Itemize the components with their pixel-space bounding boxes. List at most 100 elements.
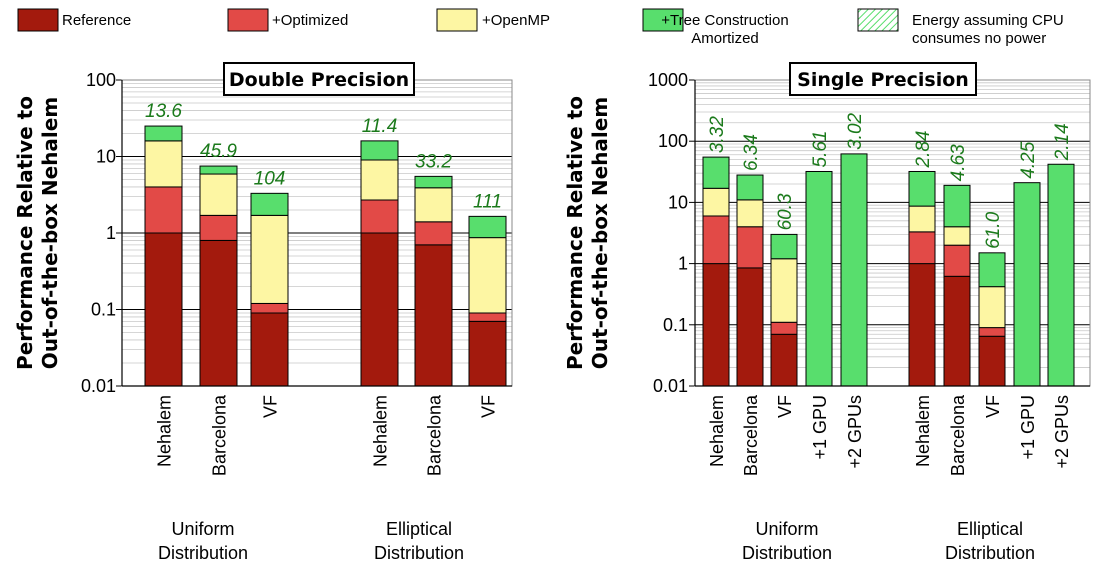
energy-annotation: 104 <box>254 168 286 189</box>
segment-reference <box>978 335 1006 387</box>
segment-reference <box>736 267 764 387</box>
bar--2-gpus: 3.02 +2 GPUs <box>840 112 868 469</box>
segment-tree-construction <box>805 170 833 387</box>
legend-swatch-0 <box>17 8 59 32</box>
segment-reference <box>144 232 183 387</box>
segment-tree-construction <box>978 252 1006 288</box>
category-label: +1 GPU <box>810 395 830 460</box>
segment-optimized <box>468 312 507 322</box>
category-label: Nehalem <box>155 395 175 467</box>
energy-annotation: 2.84 <box>913 131 934 169</box>
category-label: Barcelona <box>741 394 761 476</box>
legend-label-1: +Optimized <box>272 12 348 29</box>
chart-title: Double Precision <box>229 69 409 91</box>
segment-tree-construction <box>736 174 764 201</box>
segment-reference <box>414 244 453 387</box>
segment-openmp <box>702 187 730 217</box>
y-axis-label: Performance Relative toOut-of-the-box Ne… <box>563 96 612 370</box>
category-label: Nehalem <box>913 395 933 467</box>
category-label: +2 GPUs <box>1052 395 1072 469</box>
y-tick-label: 100 <box>658 131 688 151</box>
category-label: VF <box>983 395 1003 418</box>
segment-reference <box>360 232 399 387</box>
panel-single-precision: 0.01 0.1 1 10 100 1000 3.32 Nehalem 6.34 Barcelon… <box>563 62 1091 476</box>
legend-swatch-4 <box>857 8 899 32</box>
y-tick-label: 0.01 <box>653 376 688 396</box>
legend-label-2: +OpenMP <box>482 12 550 29</box>
energy-annotation: 61.0 <box>983 211 1004 248</box>
panel-double-precision: 0.01 0.1 1 10 100 13.6 Nehalem 45.9 Barcelona 104… <box>13 62 513 476</box>
energy-annotation: 13.6 <box>145 101 182 122</box>
group-label: Uniform Distribution <box>158 519 248 563</box>
y-tick-label: 10 <box>96 147 116 167</box>
bar-vf: 61.0 VF <box>978 211 1006 418</box>
energy-annotation: 4.63 <box>948 144 969 181</box>
segment-openmp <box>360 159 399 201</box>
bar-nehalem: 13.6 Nehalem <box>144 101 183 467</box>
bar-barcelona: 33.2 Barcelona <box>414 151 453 476</box>
category-label: +1 GPU <box>1018 395 1038 460</box>
bar-vf: 111 VF <box>468 191 507 418</box>
bar-barcelona: 45.9 Barcelona <box>199 141 238 476</box>
segment-tree-construction <box>468 215 507 239</box>
segment-optimized <box>199 214 238 241</box>
segment-tree-construction <box>360 140 399 161</box>
energy-annotation: 3.32 <box>707 116 728 153</box>
segment-optimized <box>702 215 730 265</box>
category-label: Barcelona <box>425 394 445 476</box>
energy-annotation: 111 <box>473 191 502 212</box>
segment-openmp <box>736 199 764 228</box>
legend-swatch-3 <box>642 8 684 32</box>
energy-annotation: 45.9 <box>200 141 237 162</box>
energy-annotation: 2.14 <box>1052 123 1073 161</box>
bar--1-gpu: 5.61 +1 GPU <box>805 131 833 460</box>
chart-title-box <box>223 62 415 96</box>
y-tick-label: 10 <box>668 192 688 212</box>
energy-annotation: 33.2 <box>415 151 452 172</box>
segment-openmp <box>199 173 238 216</box>
y-tick-label: 1 <box>678 254 688 274</box>
segment-openmp <box>908 205 936 233</box>
segment-optimized <box>360 199 399 234</box>
segment-reference <box>908 263 936 387</box>
chart-title: Single Precision <box>797 69 969 91</box>
bar-nehalem: 3.32 Nehalem <box>702 116 730 467</box>
segment-reference <box>770 333 798 387</box>
bar--2-gpus: 2.14 +2 GPUs <box>1047 123 1075 469</box>
bar--1-gpu: 4.25 +1 GPU <box>1013 141 1041 460</box>
segment-tree-construction <box>250 192 289 216</box>
segment-openmp <box>414 187 453 223</box>
segment-tree-construction <box>1047 163 1075 387</box>
segment-openmp <box>250 214 289 304</box>
legend-label-3: +Tree Construction Amortized <box>661 12 788 47</box>
segment-optimized <box>943 244 971 277</box>
segment-tree-construction <box>943 184 971 228</box>
segment-tree-construction <box>199 165 238 175</box>
y-axis-label: Performance Relative toOut-of-the-box Ne… <box>13 96 62 370</box>
category-label: Barcelona <box>210 394 230 476</box>
bar-barcelona: 4.63 Barcelona <box>943 144 971 476</box>
segment-optimized <box>250 302 289 314</box>
group-label: Uniform Distribution <box>742 519 832 563</box>
bar-nehalem: 11.4 Nehalem <box>360 116 399 467</box>
bar-barcelona: 6.34 Barcelona <box>736 134 764 476</box>
category-label: VF <box>479 395 499 418</box>
segment-reference <box>199 239 238 387</box>
segment-reference <box>943 275 971 387</box>
segment-openmp <box>770 258 798 323</box>
segment-tree-construction <box>144 125 183 142</box>
segment-tree-construction <box>702 156 730 189</box>
segment-reference <box>468 320 507 387</box>
category-label: Nehalem <box>371 395 391 467</box>
bar-nehalem: 2.84 Nehalem <box>908 131 936 467</box>
legend-label-4: Energy assuming CPU consumes no power <box>912 12 1064 47</box>
y-tick-label: 0.1 <box>663 315 688 335</box>
category-label: VF <box>775 395 795 418</box>
energy-annotation: 60.3 <box>775 193 796 230</box>
segment-openmp <box>144 140 183 188</box>
segment-tree-construction <box>908 170 936 207</box>
segment-openmp <box>978 286 1006 329</box>
segment-optimized <box>978 327 1006 337</box>
segment-reference <box>250 312 289 387</box>
segment-reference <box>702 263 730 387</box>
